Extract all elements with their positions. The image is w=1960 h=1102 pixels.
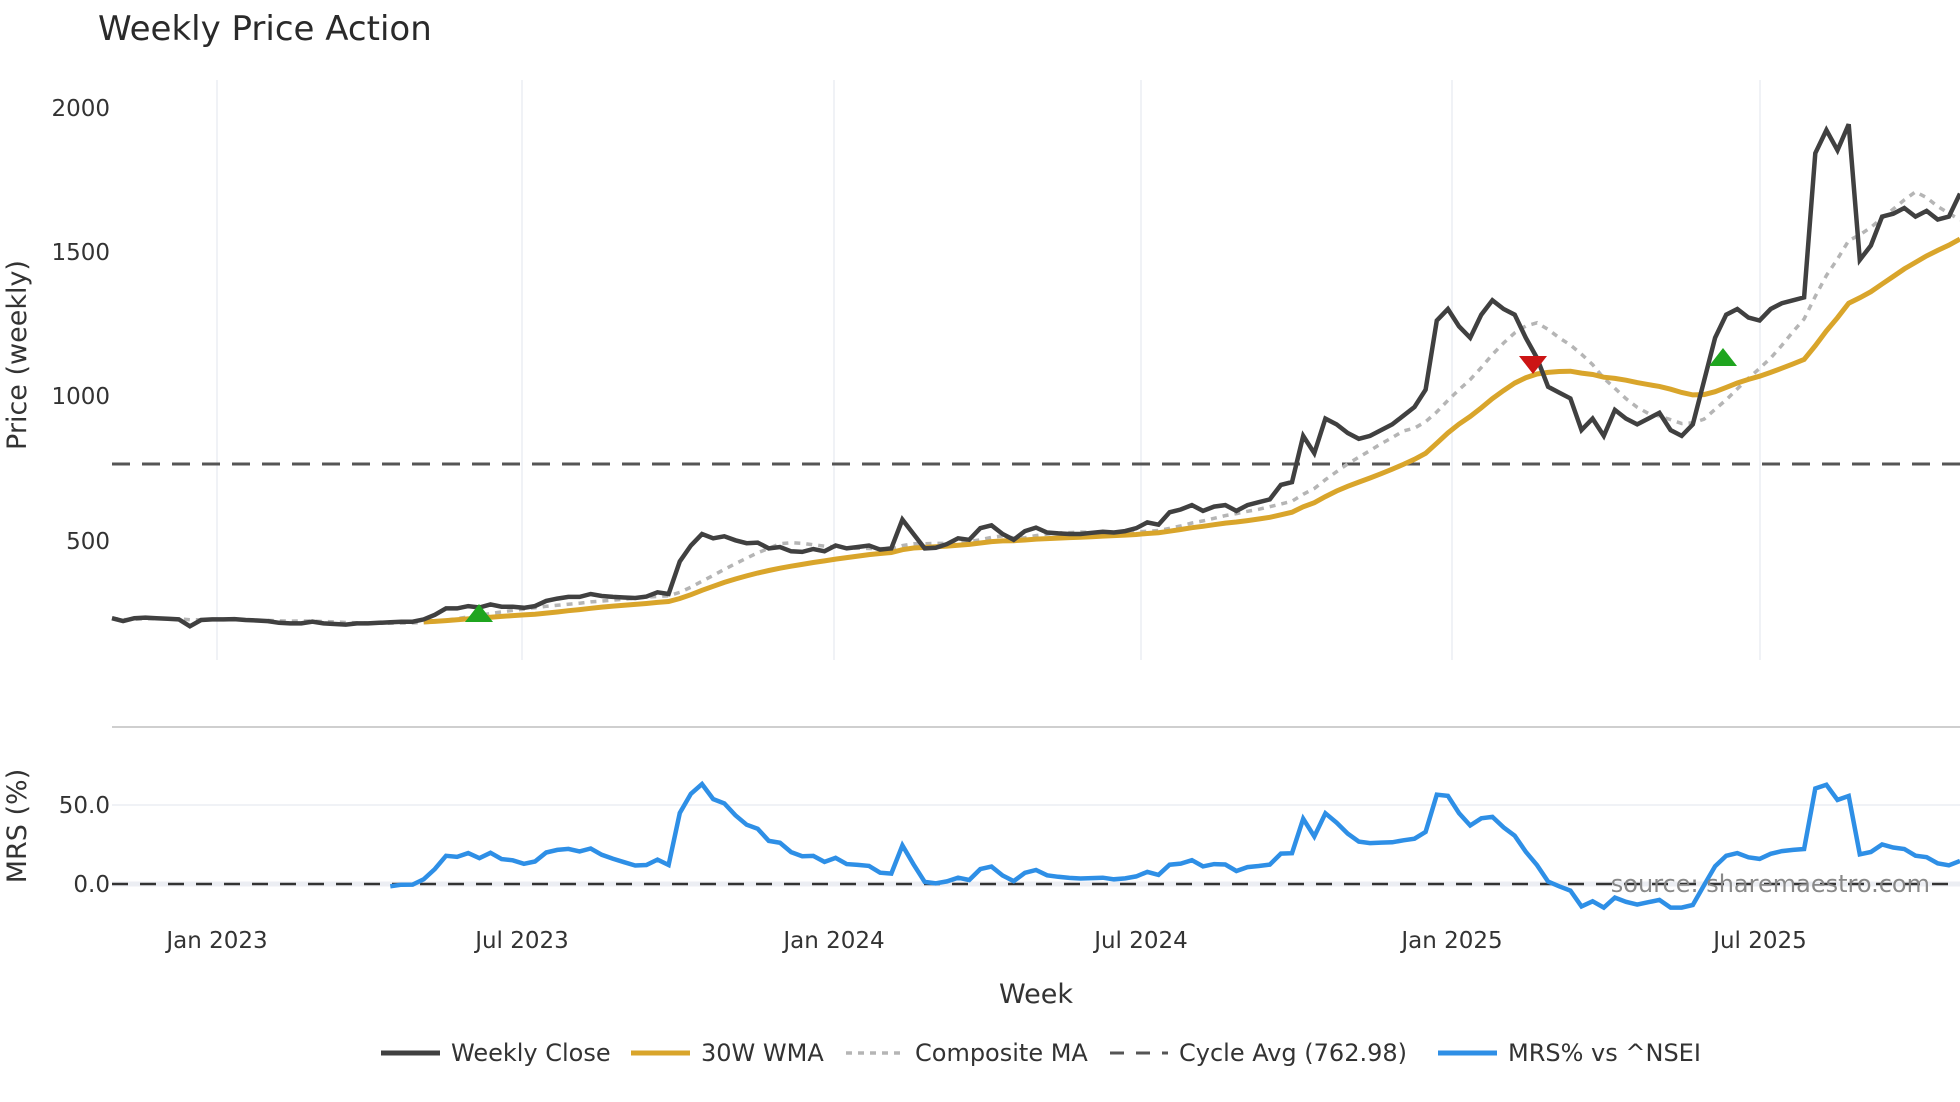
price-gridlines [216, 80, 1761, 660]
svg-text:MRS% vs ^NSEI: MRS% vs ^NSEI [1508, 1039, 1701, 1067]
xtick-jul-2023: Jul 2023 [473, 928, 569, 954]
legend-item-30w-wma[interactable]: 30W WMA [631, 1039, 824, 1067]
xtick-jan-2025: Jan 2025 [1399, 928, 1502, 954]
price-y-ticks: 2000 1500 1000 500 [51, 96, 110, 555]
chart-title: Weekly Price Action [98, 9, 432, 49]
legend-item-composite-ma[interactable]: Composite MA [846, 1039, 1088, 1067]
x-ticks: Jan 2023 Jul 2023 Jan 2024 Jul 2024 Jan … [164, 928, 1806, 954]
ytick-1000: 1000 [51, 384, 110, 410]
svg-text:30W WMA: 30W WMA [701, 1039, 824, 1067]
sell-marker-icon [1519, 356, 1547, 374]
x-axis-label: Week [999, 979, 1073, 1010]
mrs-y-ticks: 50.0 0.0 [59, 793, 110, 898]
wma-30w-line [423, 236, 1960, 625]
svg-text:Composite MA: Composite MA [915, 1039, 1088, 1067]
legend-item-weekly-close[interactable]: Weekly Close [381, 1039, 611, 1067]
ytick-2000: 2000 [51, 96, 110, 122]
ytick-0: 0.0 [73, 872, 110, 898]
legend: Weekly Close 30W WMA Composite MA Cycle … [381, 1039, 1701, 1067]
price-y-axis-label: Price (weekly) [2, 260, 33, 450]
buy-marker-icon [1709, 348, 1737, 366]
source-watermark: source: sharemaestro.com [1611, 870, 1930, 898]
ytick-50: 50.0 [59, 793, 110, 819]
legend-item-cycle-avg[interactable]: Cycle Avg (762.98) [1110, 1039, 1407, 1067]
mrs-line [389, 780, 1960, 911]
svg-text:Cycle Avg (762.98): Cycle Avg (762.98) [1179, 1039, 1407, 1067]
xtick-jan-2023: Jan 2023 [164, 928, 267, 954]
xtick-jul-2024: Jul 2024 [1092, 928, 1188, 954]
ytick-1500: 1500 [51, 240, 110, 266]
legend-item-mrs[interactable]: MRS% vs ^NSEI [1438, 1039, 1701, 1067]
composite-ma-line [111, 189, 1960, 626]
xtick-jul-2025: Jul 2025 [1711, 928, 1807, 954]
weekly-close-line [111, 123, 1960, 629]
buy-marker-icon [465, 604, 493, 622]
xtick-jan-2024: Jan 2024 [781, 928, 884, 954]
ytick-500: 500 [66, 529, 110, 555]
svg-text:Weekly Close: Weekly Close [451, 1039, 611, 1067]
mrs-y-axis-label: MRS (%) [2, 769, 33, 884]
